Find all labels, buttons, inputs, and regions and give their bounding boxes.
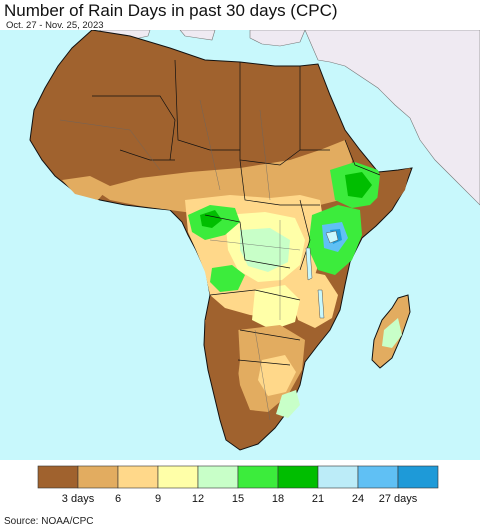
legend-tick-label: 24 xyxy=(352,493,364,505)
angola-green xyxy=(210,265,245,292)
color-legend: 3 days 6 9 12 15 18 21 24 27 days xyxy=(37,465,439,505)
legend-box-1 xyxy=(37,465,79,489)
legend-box-8 xyxy=(317,465,359,489)
map-title: Number of Rain Days in past 30 days (CPC… xyxy=(4,1,338,20)
legend-box-9 xyxy=(357,465,399,489)
madagascar-green xyxy=(382,318,402,348)
sahel-moist-band xyxy=(95,140,352,214)
turkey-land xyxy=(249,30,306,47)
legend-tick-label: 18 xyxy=(272,493,284,505)
middle-east-land xyxy=(304,30,480,206)
legend-color-boxes xyxy=(37,465,439,489)
legend-box-2 xyxy=(77,465,119,489)
legend-tick-label: 12 xyxy=(192,493,204,505)
legend-box-7 xyxy=(277,465,319,489)
legend-tick-label: 27 days xyxy=(379,493,418,505)
legend-box-5 xyxy=(197,465,239,489)
internal-boundaries xyxy=(59,99,301,421)
italy-land xyxy=(179,30,216,41)
legend-box-4 xyxy=(157,465,199,489)
source-credit: Source: NOAA/CPC xyxy=(4,516,94,527)
lake-malawi xyxy=(317,289,325,319)
africa-rain-days-map xyxy=(0,30,480,460)
horn-of-africa-dry xyxy=(376,168,410,210)
legend-tick-labels: 3 days 6 9 12 15 18 21 24 27 days xyxy=(62,493,418,505)
cameroon-wet xyxy=(200,210,222,228)
legend-box-10 xyxy=(397,465,439,489)
west-coast-moist xyxy=(62,176,110,200)
legend-box-6 xyxy=(237,465,279,489)
legend-tick-label: 3 days xyxy=(62,493,95,505)
lake-tanganyika xyxy=(305,247,313,281)
lake-victoria xyxy=(325,230,339,244)
legend-tick-label: 21 xyxy=(312,493,324,505)
ethiopia-wet xyxy=(345,172,372,198)
highveld-light xyxy=(258,355,296,396)
country-borders xyxy=(92,59,381,366)
legend-tick-label: 6 xyxy=(115,493,121,505)
date-range: Oct. 27 - Nov. 25, 2023 xyxy=(6,20,104,31)
zambia-light xyxy=(252,285,300,330)
coastal-green xyxy=(276,390,300,418)
legend-tick-label: 9 xyxy=(155,493,161,505)
namibia-dry xyxy=(205,320,240,420)
legend-tick-label: 15 xyxy=(232,493,244,505)
legend-box-3 xyxy=(117,465,159,489)
tanzania-mix xyxy=(292,270,338,328)
